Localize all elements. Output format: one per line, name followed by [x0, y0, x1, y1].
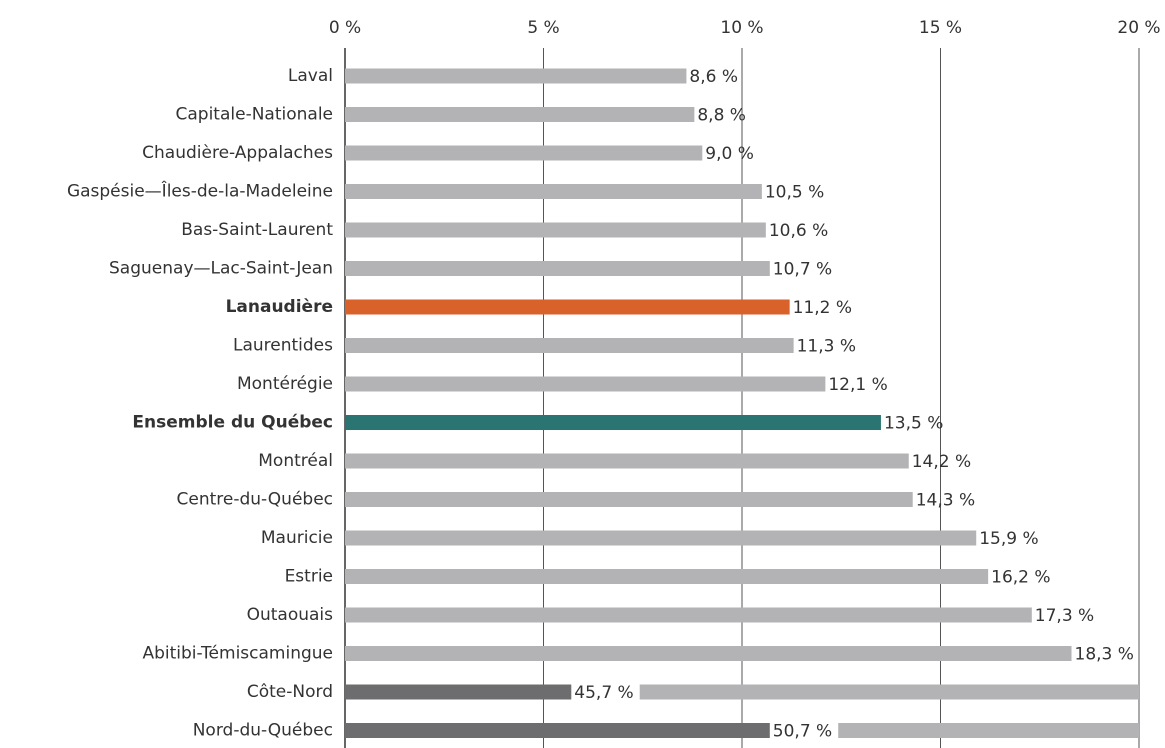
- category-label: Nord-du-Québec: [193, 721, 333, 741]
- category-label: Ensemble du Québec: [132, 413, 333, 433]
- bar: [345, 261, 770, 276]
- category-label: Outaouais: [247, 605, 334, 625]
- value-label: 9,0 %: [705, 144, 754, 164]
- value-label: 50,7 %: [773, 722, 832, 742]
- category-label: Capitale-Nationale: [176, 105, 334, 125]
- value-label: 14,3 %: [916, 491, 975, 511]
- category-label: Estrie: [285, 567, 333, 587]
- value-label: 11,3 %: [797, 337, 856, 357]
- value-label: 17,3 %: [1035, 606, 1094, 626]
- value-label: 18,3 %: [1075, 645, 1134, 665]
- category-label: Laval: [288, 66, 333, 86]
- bar: [345, 68, 687, 84]
- category-label: Chaudière-Appalaches: [142, 143, 333, 163]
- value-label: 16,2 %: [991, 568, 1050, 588]
- bar: [345, 299, 790, 315]
- bar: [345, 222, 766, 238]
- bar: [345, 684, 572, 700]
- x-tick-label: 5 %: [527, 18, 559, 38]
- bar: [345, 492, 913, 507]
- bar-overflow: [639, 684, 1139, 700]
- bar: [345, 376, 826, 392]
- category-label: Abitibi-Témiscamingue: [142, 644, 333, 664]
- bar: [345, 453, 909, 469]
- category-label: Côte-Nord: [247, 682, 333, 702]
- bar: [345, 530, 977, 546]
- bar: [345, 145, 703, 161]
- category-label: Centre-du-Québec: [176, 490, 333, 510]
- bar: [345, 569, 989, 584]
- value-label: 10,5 %: [765, 183, 824, 203]
- bar: [345, 107, 695, 122]
- value-label: 10,7 %: [773, 260, 832, 280]
- category-label: Saguenay—Lac-Saint-Jean: [109, 259, 333, 279]
- category-label: Bas-Saint-Laurent: [181, 220, 333, 240]
- category-label: Montréal: [258, 451, 333, 471]
- value-label: 14,2 %: [912, 452, 971, 472]
- value-label: 8,6 %: [689, 67, 738, 87]
- value-label: 45,7 %: [574, 683, 633, 703]
- value-label: 13,5 %: [884, 414, 943, 434]
- x-tick-label: 0 %: [329, 18, 361, 38]
- bar: [345, 184, 762, 199]
- x-tick-label: 20 %: [1117, 18, 1160, 38]
- bar-overflow: [838, 723, 1139, 738]
- bar: [345, 723, 770, 738]
- x-tick-label: 15 %: [919, 18, 962, 38]
- category-label: Mauricie: [261, 528, 333, 548]
- value-label: 11,2 %: [793, 298, 852, 318]
- x-tick-label: 10 %: [720, 18, 763, 38]
- value-label: 12,1 %: [828, 375, 887, 395]
- value-label: 10,6 %: [769, 221, 828, 241]
- value-label: 15,9 %: [979, 529, 1038, 549]
- bar: [345, 338, 794, 353]
- category-label: Montérégie: [237, 374, 333, 394]
- bar: [345, 415, 881, 430]
- category-label: Laurentides: [233, 336, 333, 356]
- bar: [345, 646, 1072, 661]
- category-label: Gaspésie—Îles-de-la-Madeleine: [67, 180, 333, 202]
- value-label: 8,8 %: [697, 106, 746, 126]
- category-label: Lanaudière: [226, 297, 333, 317]
- bar: [345, 607, 1032, 623]
